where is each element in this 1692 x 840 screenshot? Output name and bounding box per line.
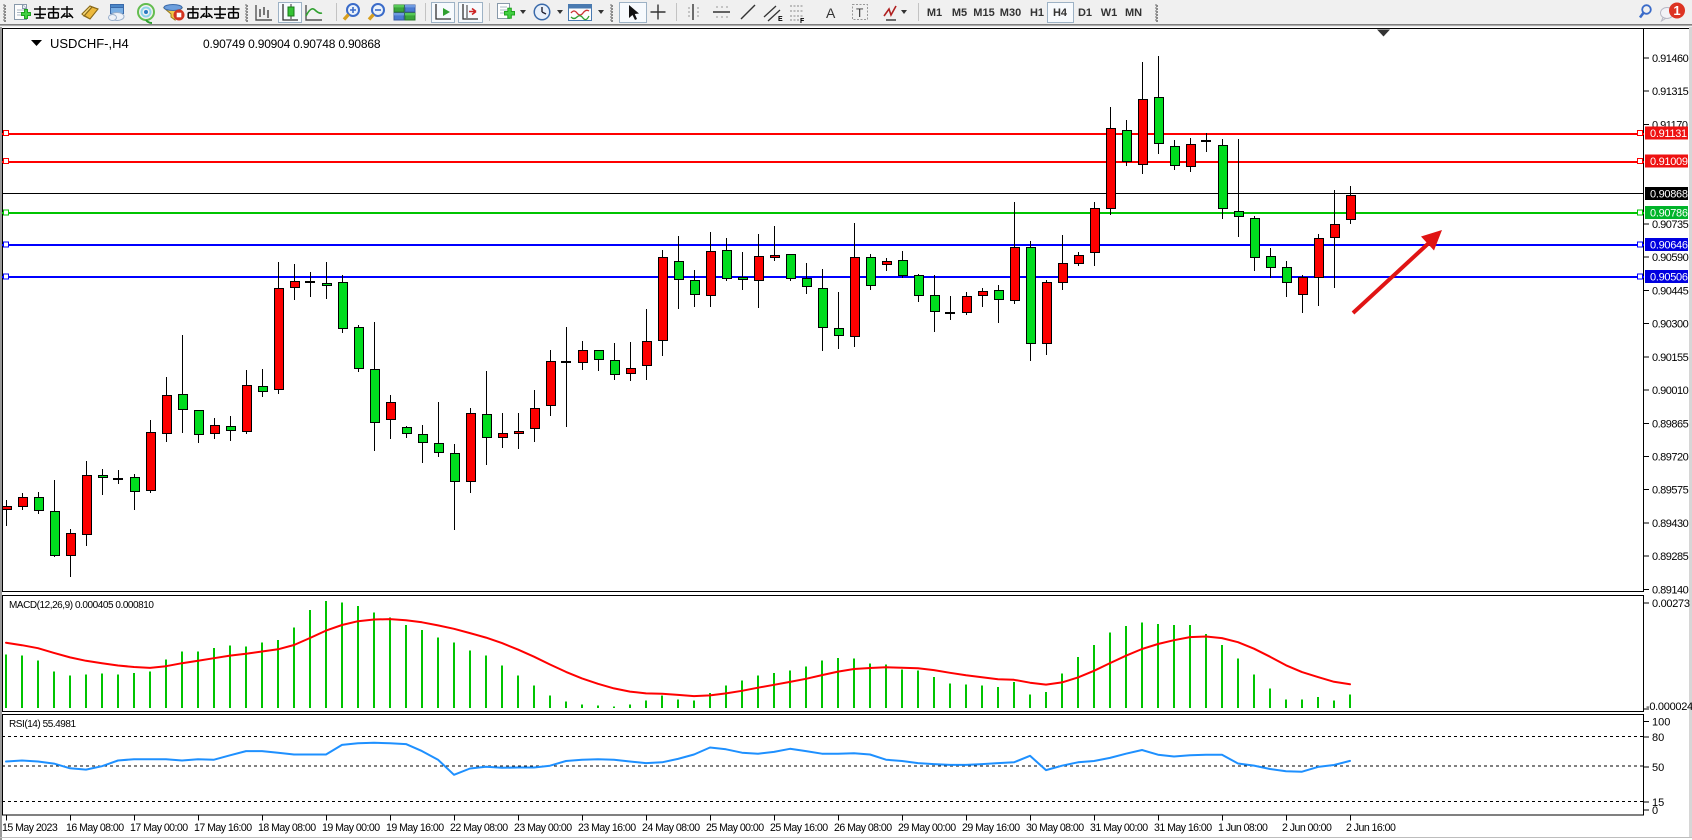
svg-text:25 May 16:00: 25 May 16:00 bbox=[770, 822, 828, 834]
svg-text:17 May 16:00: 17 May 16:00 bbox=[194, 822, 252, 834]
svg-text:0.90735: 0.90735 bbox=[1652, 219, 1689, 231]
svg-text:M15: M15 bbox=[973, 7, 994, 19]
svg-text:30 May 08:00: 30 May 08:00 bbox=[1026, 822, 1084, 834]
svg-text:T: T bbox=[856, 6, 864, 20]
svg-text:50: 50 bbox=[1652, 762, 1664, 774]
svg-text:M1: M1 bbox=[927, 7, 942, 19]
svg-text:0.91315: 0.91315 bbox=[1652, 86, 1689, 98]
svg-text:18 May 08:00: 18 May 08:00 bbox=[258, 822, 316, 834]
svg-text:23 May 00:00: 23 May 00:00 bbox=[514, 822, 572, 834]
svg-text:0.90749 0.90904 0.90748 0.9086: 0.90749 0.90904 0.90748 0.90868 bbox=[203, 37, 381, 51]
svg-text:0.89720: 0.89720 bbox=[1652, 452, 1689, 464]
svg-text:E: E bbox=[778, 16, 783, 23]
svg-text:24 May 08:00: 24 May 08:00 bbox=[642, 822, 700, 834]
svg-text:80: 80 bbox=[1652, 732, 1664, 744]
svg-text:26 May 08:00: 26 May 08:00 bbox=[834, 822, 892, 834]
svg-text:0.00273: 0.00273 bbox=[1652, 598, 1690, 610]
svg-text:15 May 2023: 15 May 2023 bbox=[2, 822, 58, 834]
svg-text:0.89865: 0.89865 bbox=[1652, 418, 1689, 430]
svg-text:15: 15 bbox=[1652, 797, 1664, 809]
svg-text:USDCHF-,H4: USDCHF-,H4 bbox=[50, 36, 129, 51]
svg-text:29 May 16:00: 29 May 16:00 bbox=[962, 822, 1020, 834]
svg-text:0.89430: 0.89430 bbox=[1652, 518, 1689, 530]
svg-text:RSI(14) 55.4981: RSI(14) 55.4981 bbox=[9, 719, 77, 730]
svg-text:22 May 08:00: 22 May 08:00 bbox=[450, 822, 508, 834]
svg-text:0.89575: 0.89575 bbox=[1652, 485, 1689, 497]
svg-text:17 May 00:00: 17 May 00:00 bbox=[130, 822, 188, 834]
svg-text:0.90506: 0.90506 bbox=[1650, 271, 1688, 283]
svg-text:MN: MN bbox=[1125, 7, 1142, 19]
svg-text:0.89140: 0.89140 bbox=[1652, 584, 1689, 596]
svg-text:31 May 16:00: 31 May 16:00 bbox=[1154, 822, 1212, 834]
svg-text:A: A bbox=[826, 5, 836, 21]
svg-text:29 May 00:00: 29 May 00:00 bbox=[898, 822, 956, 834]
svg-text:0.90445: 0.90445 bbox=[1652, 285, 1689, 297]
svg-text:0.90010: 0.90010 bbox=[1652, 385, 1689, 397]
svg-text:1 Jun 08:00: 1 Jun 08:00 bbox=[1218, 822, 1268, 834]
svg-text:31 May 00:00: 31 May 00:00 bbox=[1090, 822, 1148, 834]
svg-text:1: 1 bbox=[1673, 3, 1680, 18]
svg-text:H4: H4 bbox=[1053, 7, 1068, 19]
svg-text:-0.000024: -0.000024 bbox=[1646, 701, 1692, 713]
svg-text:25 May 00:00: 25 May 00:00 bbox=[706, 822, 764, 834]
svg-text:0.90155: 0.90155 bbox=[1652, 352, 1689, 364]
svg-text:2 Jun 16:00: 2 Jun 16:00 bbox=[1346, 822, 1396, 834]
svg-text:16 May 08:00: 16 May 08:00 bbox=[66, 822, 124, 834]
svg-text:0.91460: 0.91460 bbox=[1652, 53, 1689, 65]
svg-text:19 May 16:00: 19 May 16:00 bbox=[386, 822, 444, 834]
svg-text:23 May 16:00: 23 May 16:00 bbox=[578, 822, 636, 834]
svg-text:M30: M30 bbox=[1000, 7, 1021, 19]
svg-text:M5: M5 bbox=[952, 7, 967, 19]
svg-text:100: 100 bbox=[1652, 717, 1670, 729]
svg-text:0.90786: 0.90786 bbox=[1650, 207, 1688, 219]
svg-text:F: F bbox=[800, 18, 805, 25]
svg-text:0: 0 bbox=[1652, 805, 1658, 817]
svg-text:0.90646: 0.90646 bbox=[1650, 239, 1688, 251]
svg-text:MACD(12,26,9) 0.000405 0.00081: MACD(12,26,9) 0.000405 0.000810 bbox=[9, 600, 154, 611]
svg-text:2 Jun 00:00: 2 Jun 00:00 bbox=[1282, 822, 1332, 834]
svg-text:0.91009: 0.91009 bbox=[1650, 156, 1688, 168]
svg-text:D1: D1 bbox=[1078, 7, 1092, 19]
svg-text:0.89285: 0.89285 bbox=[1652, 551, 1689, 563]
svg-text:0.90590: 0.90590 bbox=[1652, 252, 1689, 264]
svg-text:0.90868: 0.90868 bbox=[1650, 189, 1688, 201]
svg-text:19 May 00:00: 19 May 00:00 bbox=[322, 822, 380, 834]
svg-text:W1: W1 bbox=[1101, 7, 1118, 19]
svg-text:0.90300: 0.90300 bbox=[1652, 319, 1689, 331]
svg-text:0.91131: 0.91131 bbox=[1650, 128, 1687, 140]
svg-text:H1: H1 bbox=[1030, 7, 1044, 19]
